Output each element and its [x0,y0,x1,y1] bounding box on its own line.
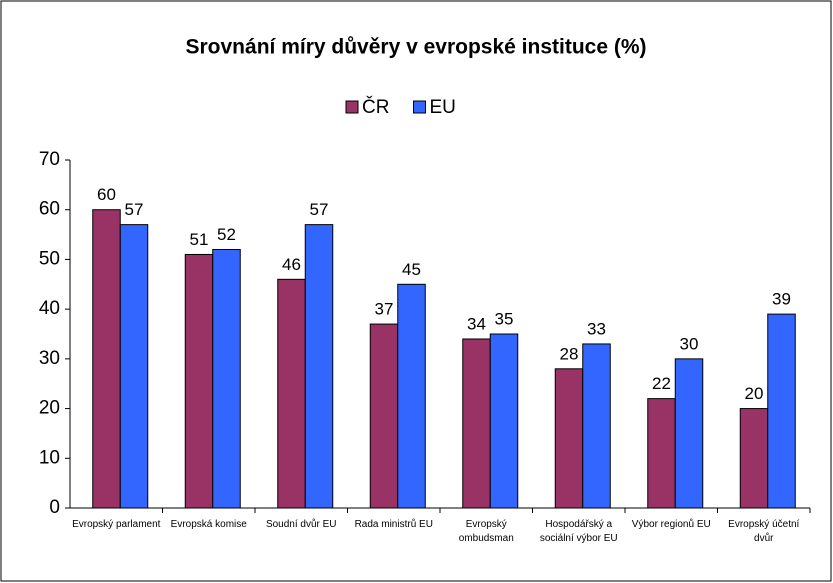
x-tick-label: Rada ministrů EU [354,519,433,530]
bar [397,283,426,509]
y-tick-label: 60 [39,199,60,220]
value-label: 37 [375,300,394,319]
y-tick-label: 10 [39,447,60,468]
value-label: 34 [467,314,486,333]
value-label: 45 [402,260,421,279]
legend-swatch [345,100,359,114]
x-tick-label: Evropská komise [170,519,247,530]
bar [554,368,584,509]
y-tick-label: 20 [39,398,60,419]
x-tick-label: Evropský parlament [72,519,161,530]
x-tick-label: Hospodářský a sociální výbor EU [539,519,618,544]
value-label: 46 [282,255,301,274]
bar [489,333,519,509]
bar [184,253,214,509]
value-label: 35 [495,309,514,328]
bar [277,278,306,509]
y-tick-label: 40 [39,298,60,319]
value-label: 39 [772,290,791,309]
bar [462,338,491,509]
legend-label: EU [430,97,456,118]
value-label: 22 [652,374,671,393]
bar [674,358,704,509]
y-tick-label: 50 [39,248,60,269]
value-label: 30 [680,334,699,353]
bar [304,224,334,509]
bar [119,224,149,509]
chart-title: Srovnání míry důvěry v evropské instituc… [186,36,647,59]
bar [92,209,121,509]
x-tick-label: Evropský účetní dvůr [728,519,800,544]
x-tick-label: Výbor regionů EU [631,519,711,530]
bar [212,248,241,509]
y-tick-label: 70 [39,149,60,170]
bar [647,398,676,509]
value-label: 33 [587,319,606,338]
legend-label: ČR [362,96,389,118]
bar [369,323,399,509]
value-label: 20 [745,384,764,403]
bar [582,343,611,509]
y-tick-label: 0 [49,497,60,518]
bar [739,408,769,509]
value-label: 52 [217,225,236,244]
y-tick-label: 30 [39,348,60,369]
x-tick-label: Evropský ombudsman [458,519,514,544]
value-label: 60 [97,185,116,204]
value-label: 57 [125,200,144,219]
legend-swatch [413,100,426,114]
x-tick-label: Soudní dvůr EU [265,519,337,530]
bar [767,313,796,509]
value-label: 28 [560,344,579,363]
value-label: 51 [190,230,209,249]
value-label: 57 [310,200,329,219]
